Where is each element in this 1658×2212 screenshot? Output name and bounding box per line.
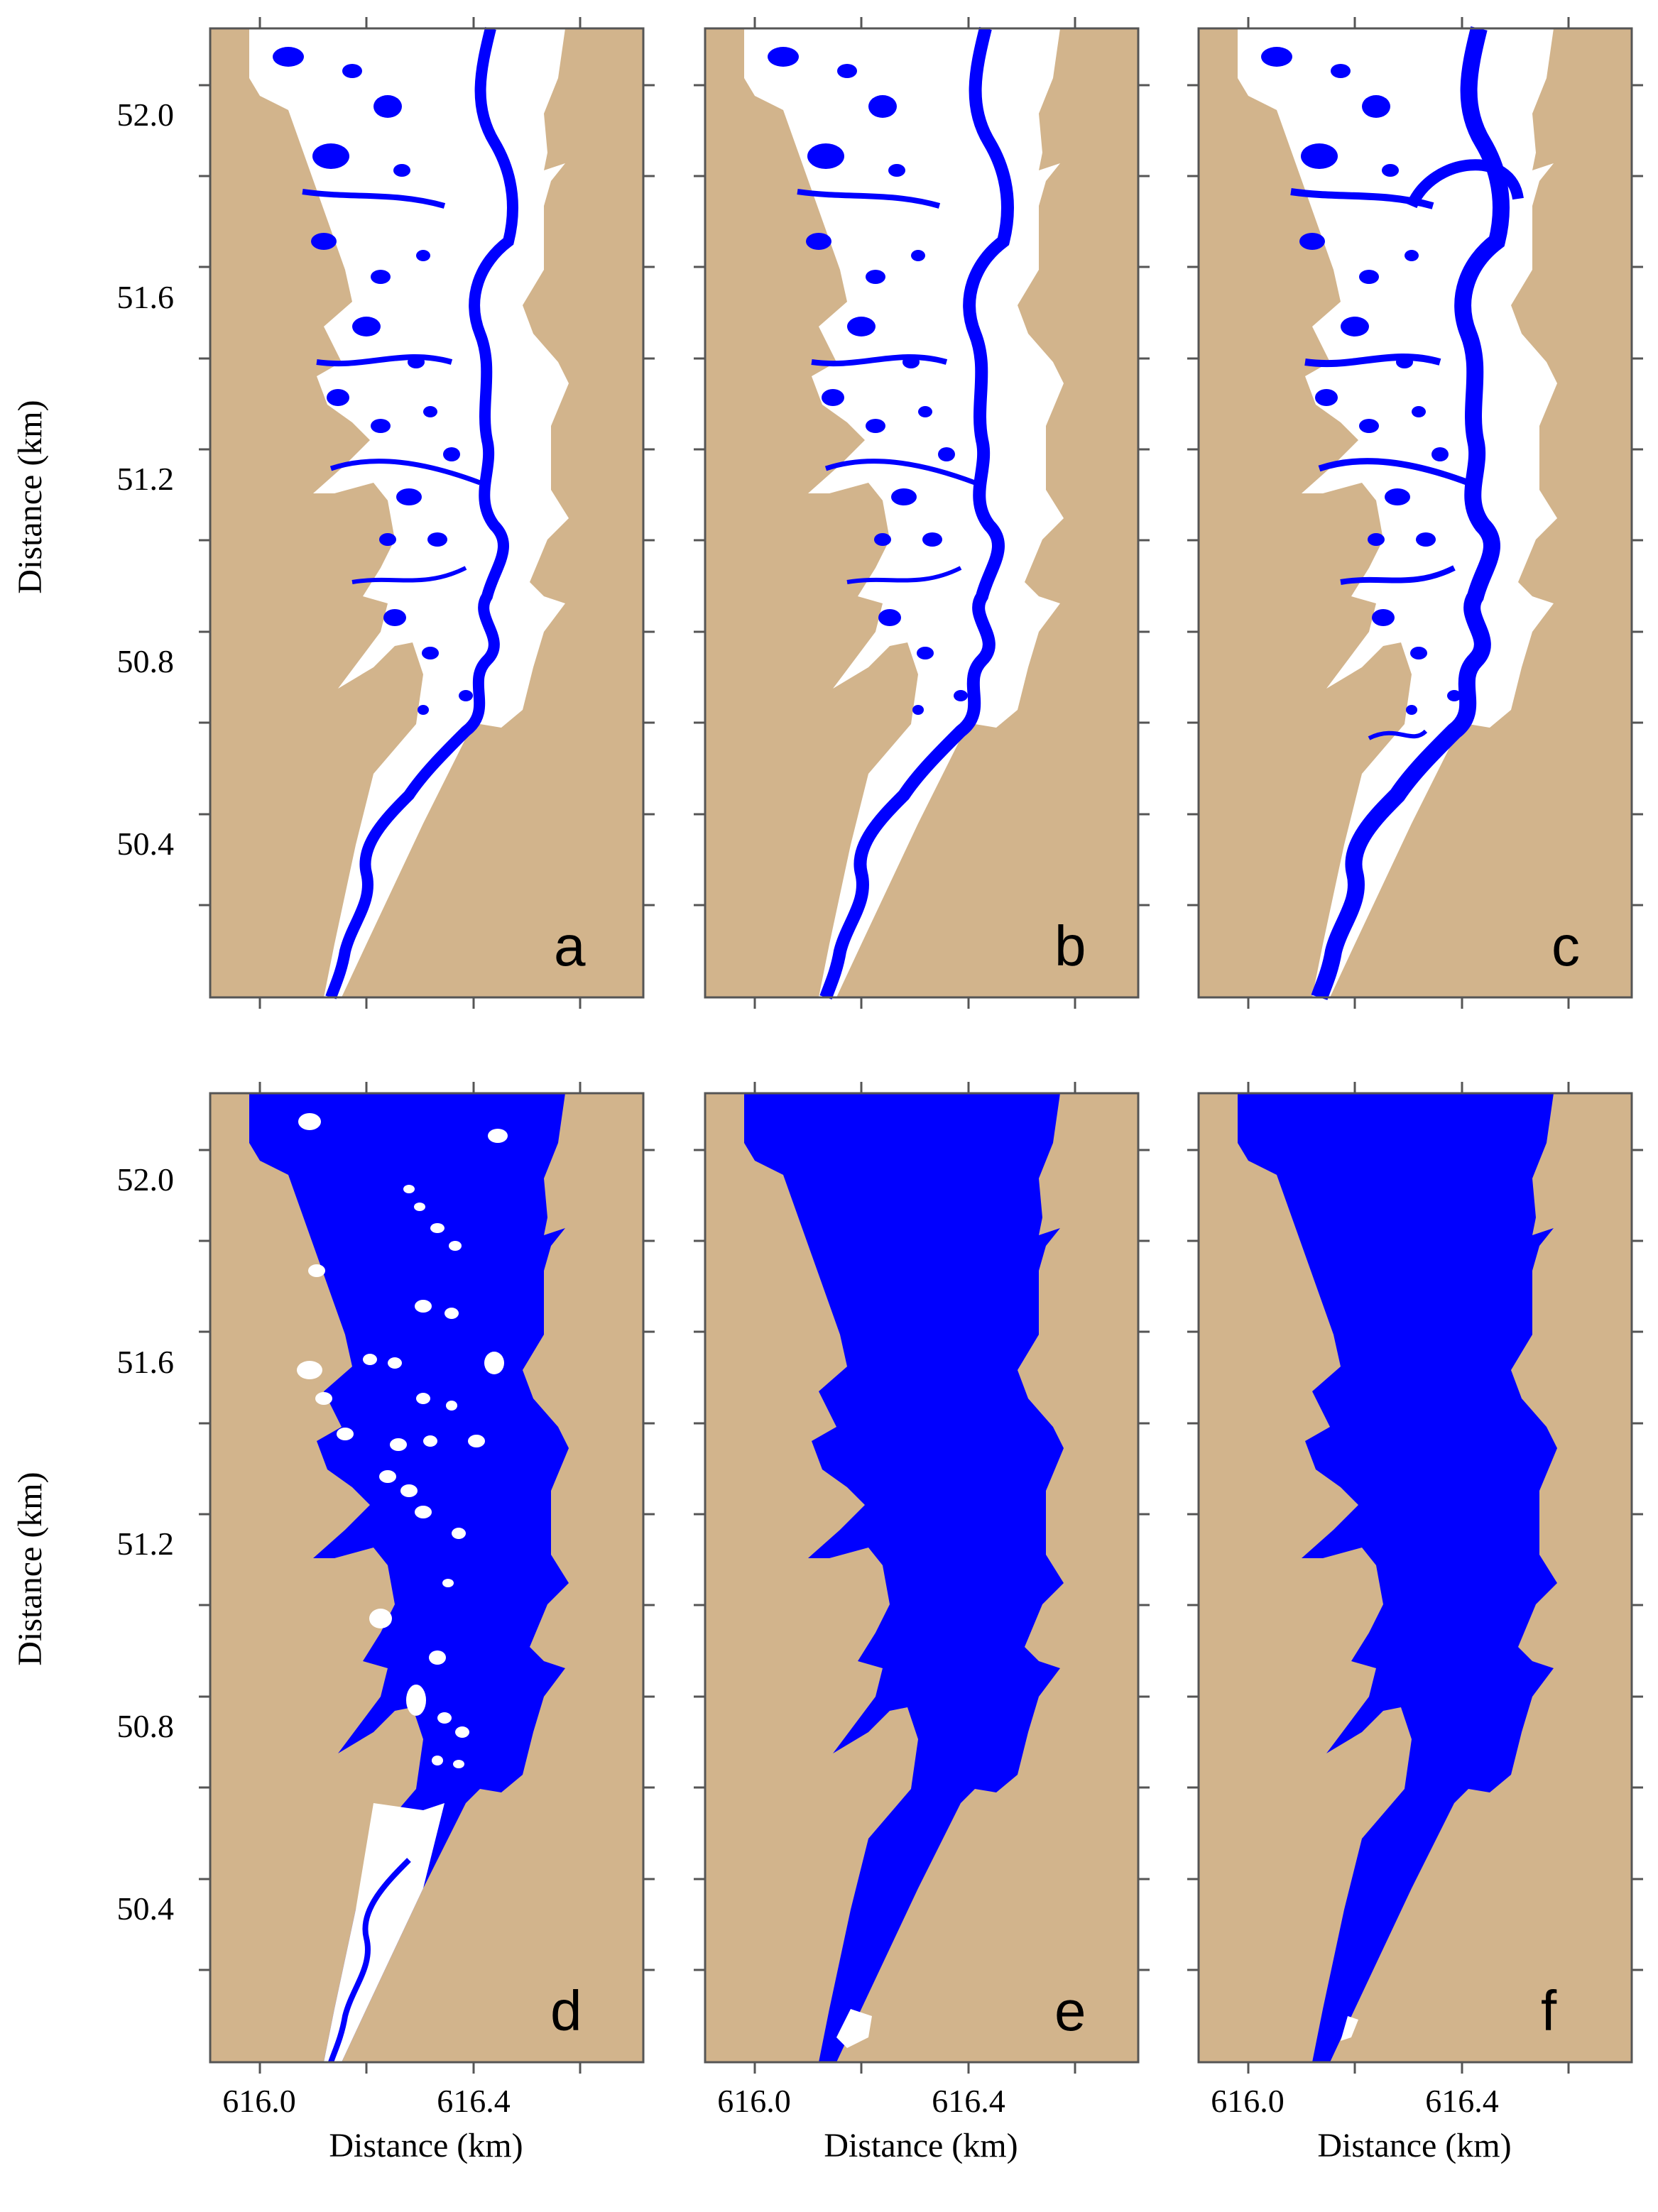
lower-channel [328, 1858, 411, 2064]
x-axis-title: Distance (km) [1317, 2127, 1511, 2164]
panel-letter-d: d [550, 1979, 582, 2042]
x-tick-label: 616.0 [222, 2083, 296, 2119]
y-axis-title: Distance (km) [11, 400, 49, 593]
y-tick-label: 50.8 [117, 643, 175, 679]
panel-letter-f: f [1541, 1979, 1557, 2042]
y-tick-label: 51.2 [117, 461, 175, 497]
y-axis-title: Distance (km) [11, 1472, 49, 1665]
panel-e [704, 1092, 1140, 2064]
axis-ticks [199, 17, 1643, 2074]
y-tick-label: 50.4 [117, 826, 175, 862]
x-tick-label: 616.0 [717, 2083, 791, 2119]
x-tick-label: 616.4 [437, 2083, 511, 2119]
y-tick-label: 52.0 [117, 1161, 175, 1198]
dry-tip [1341, 2016, 1358, 2041]
panel-letter-c: c [1551, 914, 1580, 978]
panel-a [209, 28, 645, 997]
y-tick-label: 52.0 [117, 97, 175, 133]
panel-b [704, 28, 1140, 997]
panel-c [1197, 28, 1633, 997]
y-tick-label: 51.6 [117, 279, 175, 315]
x-axis-title: Distance (km) [329, 2127, 523, 2164]
panel-letter-e: e [1054, 1979, 1086, 2042]
x-tick-label: 616.0 [1211, 2083, 1285, 2119]
x-axis-title: Distance (km) [824, 2127, 1018, 2164]
y-tick-label: 51.6 [117, 1344, 175, 1380]
panel-d [209, 1092, 645, 2064]
x-tick-label: 616.4 [1425, 2083, 1499, 2119]
panel-letter-a: a [554, 914, 586, 978]
panel-f [1197, 1092, 1633, 2064]
y-tick-label: 51.2 [117, 1526, 175, 1562]
panel-letter-b: b [1054, 914, 1086, 978]
y-tick-label: 50.4 [117, 1890, 175, 1927]
x-tick-label: 616.4 [932, 2083, 1005, 2119]
y-tick-label: 50.8 [117, 1708, 175, 1744]
